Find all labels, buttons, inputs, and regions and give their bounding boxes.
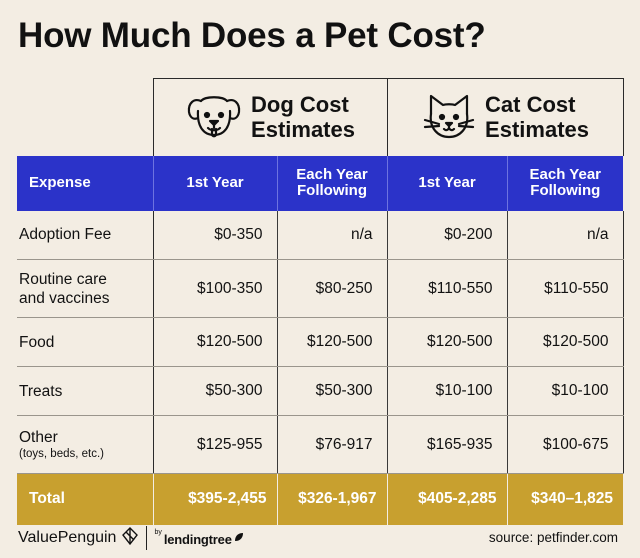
dog-group-header: Dog Cost Estimates — [153, 78, 388, 156]
cell-cat-first: $10-100 — [387, 366, 508, 416]
cat-face-icon — [421, 92, 477, 142]
pet-cost-table: Dog Cost Estimates — [17, 78, 624, 525]
header-dog-first-year: 1st Year — [153, 155, 278, 211]
total-dog-first: $395-2,455 — [153, 473, 278, 525]
cell-cat-first: $120-500 — [387, 317, 508, 367]
cell-dog-each: $80-250 — [277, 259, 388, 318]
penguin-logo-icon — [122, 526, 139, 550]
cell-dog-first: $120-500 — [153, 317, 278, 367]
cell-dog-each: n/a — [277, 210, 388, 260]
cell-cat-each: $10-100 — [507, 366, 624, 416]
cell-dog-first: $125-955 — [153, 415, 278, 474]
row-label-line2: and vaccines — [19, 289, 110, 307]
table-row: Other (toys, beds, etc.) $125-955 $76-91… — [17, 415, 624, 474]
header-cat-each-line1: Each Year — [529, 166, 601, 183]
cell-dog-each: $120-500 — [277, 317, 388, 367]
table-row: Food $120-500 $120-500 $120-500 $120-500 — [17, 317, 624, 367]
footer: ValuePenguin by lendingtree source: petf… — [18, 522, 622, 550]
row-label-line1: Routine care — [19, 270, 107, 288]
cell-dog-first: $0-350 — [153, 210, 278, 260]
cell-cat-each: n/a — [507, 210, 624, 260]
header-cat-each-line2: Following — [530, 182, 601, 199]
header-dog-each-year: Each Year Following — [277, 155, 388, 211]
row-label-main: Other — [19, 429, 58, 446]
cell-cat-each: $120-500 — [507, 317, 624, 367]
cell-cat-first: $110-550 — [387, 259, 508, 318]
dog-group-title-line2: Estimates — [251, 117, 355, 143]
total-row: Total $395-2,455 $326-1,967 $405-2,285 $… — [17, 473, 624, 525]
brand-name: ValuePenguin — [18, 529, 117, 546]
partner-logo: by lendingtree — [154, 529, 243, 547]
source-credit: source: petfinder.com — [488, 530, 618, 545]
cat-group-header: Cat Cost Estimates — [387, 78, 624, 156]
partner-by: by — [154, 529, 162, 536]
row-label: Treats — [17, 366, 154, 416]
header-dog-each-line2: Following — [297, 182, 367, 199]
dog-face-icon — [185, 91, 243, 143]
header-expense: Expense — [17, 155, 154, 211]
header-dog-each-line1: Each Year — [296, 166, 368, 183]
cell-cat-first: $165-935 — [387, 415, 508, 474]
row-label: Routine care and vaccines — [17, 259, 154, 318]
cell-dog-first: $100-350 — [153, 259, 278, 318]
cell-dog-each: $50-300 — [277, 366, 388, 416]
brand-divider — [146, 526, 148, 550]
total-dog-each: $326-1,967 — [277, 473, 388, 525]
row-label-sub: (toys, beds, etc.) — [19, 448, 105, 460]
table-row: Treats $50-300 $50-300 $10-100 $10-100 — [17, 366, 624, 416]
row-label: Other (toys, beds, etc.) — [17, 415, 154, 474]
table-corner — [17, 78, 154, 156]
total-label: Total — [17, 473, 154, 525]
cell-dog-each: $76-917 — [277, 415, 388, 474]
table-row: Routine care and vaccines $100-350 $80-2… — [17, 259, 624, 318]
page-title: How Much Does a Pet Cost? — [18, 16, 486, 55]
cat-group-title-line2: Estimates — [485, 117, 589, 143]
row-label: Food — [17, 317, 154, 367]
cell-dog-first: $50-300 — [153, 366, 278, 416]
partner-name: lendingtree — [163, 532, 232, 547]
total-cat-each: $340–1,825 — [507, 473, 624, 525]
leaf-icon — [234, 529, 244, 547]
cat-group-title-line1: Cat Cost — [485, 92, 576, 118]
row-label: Adoption Fee — [17, 210, 154, 260]
cell-cat-each: $100-675 — [507, 415, 624, 474]
dog-group-title-line1: Dog Cost — [251, 92, 349, 118]
column-header-row: Expense 1st Year Each Year Following 1st… — [17, 155, 624, 211]
cell-cat-first: $0-200 — [387, 210, 508, 260]
header-cat-each-year: Each Year Following — [507, 155, 624, 211]
cell-cat-each: $110-550 — [507, 259, 624, 318]
header-cat-first-year: 1st Year — [387, 155, 508, 211]
total-cat-first: $405-2,285 — [387, 473, 508, 525]
table-row: Adoption Fee $0-350 n/a $0-200 n/a — [17, 210, 624, 260]
brand-logo: ValuePenguin by lendingtree — [18, 526, 244, 550]
